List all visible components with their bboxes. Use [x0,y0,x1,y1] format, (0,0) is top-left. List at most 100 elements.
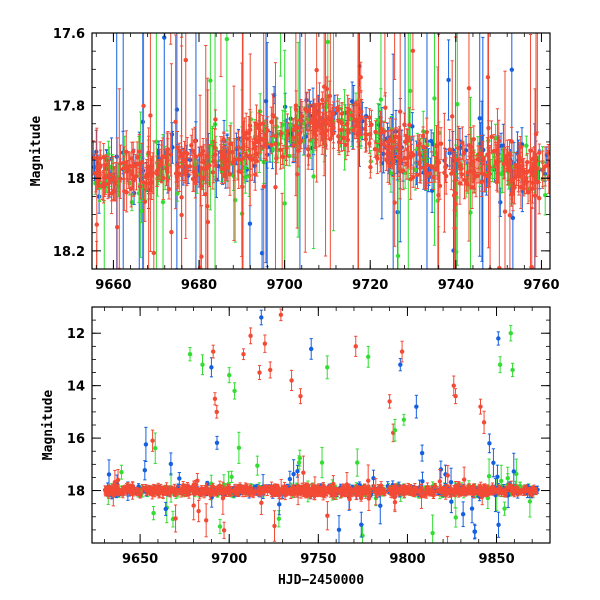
top-point-red [321,119,326,125]
top-point-red [381,142,387,147]
top-point-red [417,141,422,146]
top-point-red [411,152,416,158]
top-point-red [101,154,106,160]
top-point-red [139,159,144,165]
top-point-red [537,150,542,155]
bottom-point-green [296,460,302,465]
top-point-red [336,118,342,124]
top-point-red [133,163,138,169]
top-point-red [144,172,149,177]
top-point-red [513,162,518,168]
top-point-red [390,155,395,160]
top-panel-frame [91,32,551,270]
top-point-red [455,157,460,163]
top-point-red [252,146,257,151]
top-point-red [146,181,152,186]
top-point-red [520,163,525,168]
top-point-red [424,129,429,135]
top-point-red [192,139,198,144]
top-point-red [372,146,378,152]
top-point-red [447,147,452,152]
top-point-red [184,163,189,168]
top-point-red [331,111,336,116]
top-point-red [246,130,252,136]
top-point-red [436,160,442,165]
top-point-red [166,186,172,192]
top-point-green [129,200,135,205]
top-point-red [198,183,204,189]
top-point-red [220,151,226,156]
bottom-point-green [430,530,435,536]
top-point-red [378,148,383,154]
top-point-red [128,186,134,191]
top-point-red [129,156,135,161]
top-point-red [460,140,465,146]
top-point-blue [247,221,253,226]
bottom-point-green [276,516,282,521]
top-point-red [240,184,245,189]
top-point-red [213,117,218,122]
top-point-red [203,166,208,172]
top-point-red [485,173,490,179]
top-point-red [241,135,246,140]
top-point-green [288,122,293,128]
top-x-tick-label: 9760 [523,278,559,293]
top-point-red [122,189,127,194]
top-panel-data-points [92,33,550,269]
bottom-point-green [217,524,223,529]
top-point-red [459,172,465,177]
bottom-point-green [153,446,158,451]
top-point-red [227,141,233,147]
top-point-red [92,155,96,161]
top-point-red [525,190,531,195]
top-point-red [278,131,284,136]
top-panel-ticks: 9660 9680 9700 9720 9740 9760 17.6 17.8 18 18.2 [53,27,560,293]
top-point-red [525,160,530,165]
top-point-blue [498,200,503,205]
top-point-red [200,148,206,154]
top-point-green [106,152,111,157]
top-point-red [284,145,289,151]
top-point-red [177,148,182,154]
top-point-red [306,153,311,158]
top-point-red [518,158,523,164]
top-point-red [336,134,341,139]
top-point-red [341,135,346,141]
top-point-red [427,171,432,176]
top-point-red [496,138,501,144]
top-point-red [504,156,509,162]
top-point-red [114,224,120,230]
top-point-red [324,86,330,92]
bottom-point-green [297,455,303,461]
top-point-green [175,191,180,196]
top-point-blue [510,215,516,221]
bottom-point-blue [420,479,425,484]
top-point-red [421,144,426,150]
top-point-red [203,192,208,197]
top-point-red [103,182,108,187]
top-point-red [121,160,127,165]
top-point-red [183,57,188,63]
top-point-red [449,171,454,176]
top-point-red [493,159,499,164]
bottom-point-green [119,469,124,475]
top-point-red [343,142,349,147]
top-point-red [178,152,184,157]
top-x-tick-label: 9680 [181,278,217,293]
top-point-red [185,151,190,156]
top-point-red [315,111,321,117]
top-point-red [512,185,517,190]
top-point-red [124,163,129,169]
top-point-red [161,175,166,181]
top-point-green [432,96,437,101]
top-point-red [154,171,160,177]
top-point-red [236,169,241,174]
top-point-blue [140,119,145,125]
top-point-red [349,113,355,118]
top-point-red [486,125,491,131]
top-point-red [497,265,502,269]
top-point-red [465,170,470,175]
top-point-red [274,156,279,161]
top-point-blue [446,77,451,83]
